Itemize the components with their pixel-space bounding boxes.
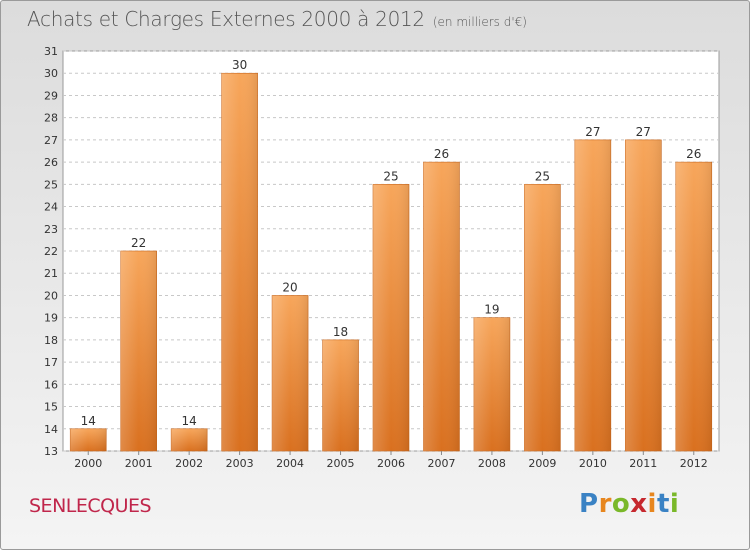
data-label: 27: [636, 125, 651, 139]
bar-shine: [322, 339, 359, 451]
logo-letter: x: [630, 489, 648, 519]
data-label: 25: [535, 169, 550, 183]
chart-title: Achats et Charges Externes 2000 à 2012 (e…: [27, 7, 527, 31]
bar-shine: [524, 184, 561, 452]
x-tick-label: 2010: [579, 457, 607, 470]
y-tick-label: 23: [44, 223, 58, 236]
data-label: 25: [383, 169, 398, 183]
bar-shine: [675, 162, 712, 451]
data-label: 27: [585, 125, 600, 139]
y-tick-label: 18: [44, 334, 58, 347]
bar-shine: [423, 162, 460, 451]
y-tick-label: 24: [44, 201, 58, 214]
bar-shine: [272, 295, 309, 451]
y-tick-label: 16: [44, 378, 58, 391]
logo-letter: i: [647, 489, 657, 519]
x-tick-label: 2001: [125, 457, 153, 470]
y-tick-label: 28: [44, 112, 58, 125]
y-tick-label: 26: [44, 156, 58, 169]
data-label: 19: [484, 303, 499, 317]
data-labels: 14 22 14 30 20 18 25 26 19 25 27 27 26: [81, 58, 702, 428]
bar-shine: [625, 139, 662, 451]
y-tick-label: 25: [44, 178, 58, 191]
title-text: Achats et Charges Externes 2000 à 2012: [27, 7, 425, 31]
data-label: 26: [686, 147, 701, 161]
y-axis: 13 14 15 16 17 18 19 20 21 22 23 24 25 26 27 28 29 30 31: [44, 45, 58, 458]
bar-shine: [473, 317, 510, 451]
y-tick-label: 22: [44, 245, 58, 258]
data-label: 26: [434, 147, 449, 161]
data-label: 14: [182, 414, 197, 428]
x-tick-label: 2002: [175, 457, 203, 470]
bars: [69, 72, 713, 452]
bar-shine: [70, 428, 107, 451]
y-tick-label: 29: [44, 89, 58, 102]
bar-shine: [574, 139, 611, 451]
x-tick-label: 2005: [327, 457, 355, 470]
x-tick-label: 2011: [629, 457, 657, 470]
bar-shine: [120, 251, 157, 451]
data-label: 22: [131, 236, 146, 250]
x-tick-label: 2006: [377, 457, 405, 470]
y-tick-label: 17: [44, 356, 58, 369]
bar-shine: [373, 184, 409, 452]
y-tick-label: 13: [44, 445, 58, 458]
x-tick-label: 2003: [226, 457, 254, 470]
data-label: 14: [81, 414, 96, 428]
x-tick-label: 2007: [427, 457, 455, 470]
logo-letter: t: [656, 489, 670, 519]
chart-subtitle: (en milliers d'€): [432, 15, 527, 29]
x-axis: 2000 2001 2002 2003 2004 2005 2006 2007 2008 2009…: [74, 451, 708, 470]
y-tick-label: 31: [44, 45, 58, 58]
logo-letter: o: [611, 489, 631, 519]
data-label: 30: [232, 58, 247, 72]
y-tick-label: 27: [44, 134, 58, 147]
y-tick-label: 21: [44, 267, 58, 280]
x-tick-label: 2012: [680, 457, 708, 470]
x-tick-label: 2009: [528, 457, 556, 470]
data-label: 20: [282, 280, 297, 294]
logo-letter: P: [579, 489, 599, 519]
y-tick-label: 20: [44, 289, 58, 302]
data-label: 18: [333, 325, 348, 339]
bar-shine: [171, 428, 208, 451]
logo-letter: i: [669, 489, 680, 519]
commune-name: SENLECQUES: [29, 495, 152, 517]
logo-letter: r: [598, 489, 612, 519]
y-tick-label: 30: [44, 67, 58, 80]
y-tick-label: 19: [44, 312, 58, 325]
proxiti-logo[interactable]: Proxiti: [579, 489, 679, 519]
x-tick-label: 2008: [478, 457, 506, 470]
bar-shine: [221, 73, 258, 451]
x-tick-label: 2004: [276, 457, 304, 470]
x-tick-label: 2000: [74, 457, 102, 470]
y-tick-label: 15: [44, 401, 58, 414]
y-tick-label: 14: [44, 423, 58, 436]
